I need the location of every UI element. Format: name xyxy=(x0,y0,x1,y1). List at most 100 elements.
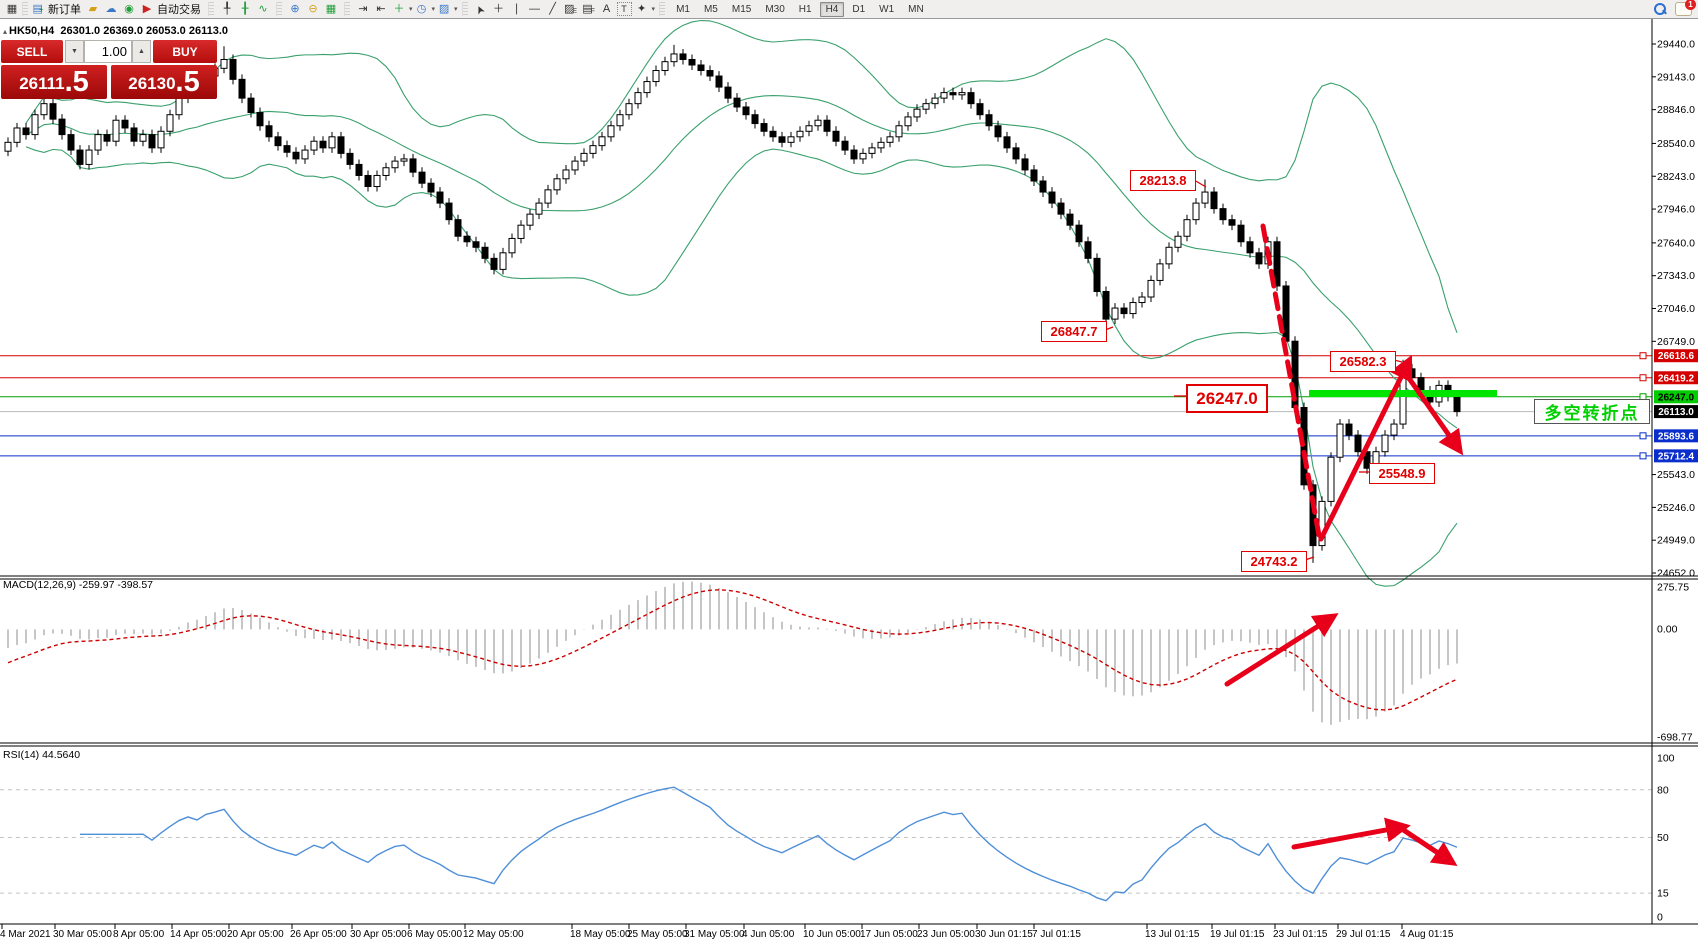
timeframe-d1[interactable]: D1 xyxy=(852,3,866,15)
periods-icon[interactable]: ◷ xyxy=(416,2,427,15)
crosshair-icon[interactable]: ＋ xyxy=(493,2,505,15)
price-annotation[interactable]: 26247.0 xyxy=(1186,384,1268,413)
svg-text:23 Jul 01:15: 23 Jul 01:15 xyxy=(1273,929,1328,940)
svg-text:0: 0 xyxy=(1657,912,1663,924)
toolbar-separator xyxy=(344,2,350,16)
timeframe-mn[interactable]: MN xyxy=(908,3,924,15)
svg-text:27946.0: 27946.0 xyxy=(1657,204,1695,216)
text-label-icon[interactable]: T xyxy=(616,2,632,16)
zoom-out-icon[interactable]: ⊖ xyxy=(308,2,318,15)
svg-text:17 Jun 05:00: 17 Jun 05:00 xyxy=(860,929,918,940)
toolbar-separator xyxy=(22,2,28,16)
publish-icon[interactable]: ☁ xyxy=(105,2,117,15)
indicators-icon[interactable]: ＋ xyxy=(393,2,405,15)
buy-price-display[interactable]: 26130.5 xyxy=(111,65,217,99)
highlight-icon[interactable]: ▰ xyxy=(88,2,98,15)
buy-button[interactable]: BUY xyxy=(153,40,217,63)
buy-price-main: 26130 xyxy=(128,74,176,93)
templates-caret-icon[interactable]: ▾ xyxy=(454,6,458,13)
new-order-icon[interactable]: ▤ + xyxy=(32,2,44,15)
auto-scroll-icon[interactable]: ⇥ xyxy=(358,2,368,15)
line-chart-icon[interactable]: ∿ xyxy=(258,2,268,15)
timeframe-bar: M1 M5 M15 M30 H1 H4 D1 W1 MN xyxy=(666,0,934,18)
equidistant-channel-icon[interactable]: ▨ E xyxy=(564,2,578,15)
trendline-icon[interactable]: ╱ xyxy=(549,2,556,15)
note-annotation[interactable]: 多空转折点 xyxy=(1534,399,1650,424)
svg-text:28846.0: 28846.0 xyxy=(1657,104,1695,116)
periods-caret-icon[interactable]: ▾ xyxy=(431,6,436,13)
indicators-caret-icon[interactable]: ▾ xyxy=(409,6,413,13)
support-zone-bar[interactable] xyxy=(1309,390,1497,397)
symbol-header: ▴ HK50,H4 26301.0 26369.0 26053.0 26113.0 xyxy=(3,25,228,37)
timeframe-h4[interactable]: H4 xyxy=(819,1,845,17)
shapes-caret-icon[interactable]: ▾ xyxy=(651,6,656,13)
vertical-line-icon[interactable]: ∣ xyxy=(513,2,520,15)
svg-text:14 Apr 05:00: 14 Apr 05:00 xyxy=(170,929,227,940)
svg-text:4 Mar 2021: 4 Mar 2021 xyxy=(0,929,51,940)
shapes-icon[interactable]: ✦ xyxy=(636,2,647,15)
price-annotation[interactable]: 26582.3 xyxy=(1330,351,1396,372)
fibonacci-icon[interactable]: ▤ F xyxy=(582,2,595,15)
chart-shift-icon[interactable]: ⇤ xyxy=(376,2,386,15)
timeframe-m1[interactable]: M1 xyxy=(676,3,690,15)
new-order-button[interactable]: 新订单 xyxy=(48,4,81,16)
svg-text:26247.0: 26247.0 xyxy=(1658,392,1695,403)
bar-chart-icon[interactable]: ╀ xyxy=(223,2,231,15)
axes: 29440.0 29143.0 28846.0 28540.0 28243.0 27946… xyxy=(1652,39,1695,580)
notification-badge: 1 xyxy=(1685,0,1696,10)
templates-icon[interactable]: ▨ xyxy=(438,2,450,15)
toolbar-right: 1 xyxy=(1653,0,1698,16)
rsi-label: RSI(14) 44.5640 xyxy=(3,749,81,761)
price-annotation[interactable]: 24743.2 xyxy=(1241,551,1307,572)
timeframe-w1[interactable]: W1 xyxy=(879,3,895,15)
notifications-icon[interactable]: 1 xyxy=(1675,0,1696,16)
autotrade-button[interactable]: 自动交易 xyxy=(157,4,201,16)
svg-text:26618.6: 26618.6 xyxy=(1658,351,1695,362)
toolbar-group-chart-type: ╀ ╂ ∿ xyxy=(215,0,275,18)
timeframe-m5[interactable]: M5 xyxy=(703,3,718,15)
price-annotation[interactable]: 28213.8 xyxy=(1130,170,1196,191)
tile-windows-icon[interactable]: ▦ xyxy=(325,2,337,15)
svg-text:4 Aug 01:15: 4 Aug 01:15 xyxy=(1400,929,1454,940)
svg-text:26113.0: 26113.0 xyxy=(1658,407,1694,418)
timeframe-m15[interactable]: M15 xyxy=(731,3,752,15)
one-click-trade-panel: SELL ▼ 1.00 ▲ BUY 26111.5 26130.5 xyxy=(1,40,217,99)
svg-text:4 Jun 05:00: 4 Jun 05:00 xyxy=(742,929,795,940)
trend-arrows[interactable] xyxy=(1104,179,1464,561)
candlestick-chart-icon[interactable]: ╂ xyxy=(241,2,249,15)
bollinger-bands xyxy=(25,19,1458,587)
svg-text:80: 80 xyxy=(1657,784,1669,796)
svg-text:28540.0: 28540.0 xyxy=(1657,138,1695,150)
level-lines[interactable] xyxy=(0,352,1652,460)
volume-increase-button[interactable]: ▲ xyxy=(132,40,151,63)
svg-text:25 May 05:00: 25 May 05:00 xyxy=(627,929,688,940)
timeframe-h1[interactable]: H1 xyxy=(798,3,812,15)
price-annotation[interactable]: 26847.7 xyxy=(1041,321,1107,342)
svg-text:25543.0: 25543.0 xyxy=(1657,469,1695,481)
volume-decrease-button[interactable]: ▼ xyxy=(65,40,84,63)
horizontal-line-icon[interactable]: — xyxy=(529,2,541,15)
sell-button[interactable]: SELL xyxy=(1,40,63,63)
timeframe-m30[interactable]: M30 xyxy=(765,3,785,15)
autotrade-icon[interactable]: ▶ xyxy=(142,2,152,15)
svg-text:30 Mar 05:00: 30 Mar 05:00 xyxy=(53,929,112,940)
signals-icon[interactable]: ◉ xyxy=(124,2,134,15)
svg-text:29 Jul 01:15: 29 Jul 01:15 xyxy=(1336,929,1391,940)
search-icon[interactable] xyxy=(1653,2,1667,16)
svg-text:26 Apr 05:00: 26 Apr 05:00 xyxy=(290,929,347,940)
zoom-in-icon[interactable]: ⊕ xyxy=(290,2,300,15)
volume-input[interactable]: 1.00 xyxy=(84,40,132,63)
rsi-pane: 100 80 50 15 0 xyxy=(0,753,1675,924)
chart-fragment-icon[interactable]: ▦ xyxy=(6,2,18,15)
toolbar-group-standard: ▦ ▤ + 新订单 ▰ ☁ ◉ ▶ 自动交易 xyxy=(0,0,207,18)
sell-price-display[interactable]: 26111.5 xyxy=(1,65,107,99)
svg-text:27640.0: 27640.0 xyxy=(1657,237,1695,249)
price-annotation[interactable]: 25548.9 xyxy=(1369,463,1435,484)
svg-text:30 Apr 05:00: 30 Apr 05:00 xyxy=(350,929,407,940)
svg-text:19 Jul 01:15: 19 Jul 01:15 xyxy=(1210,929,1265,940)
text-icon[interactable]: A xyxy=(602,2,611,15)
cursor-icon[interactable]: ➤ xyxy=(472,2,488,16)
svg-text:31 May 05:00: 31 May 05:00 xyxy=(684,929,745,940)
